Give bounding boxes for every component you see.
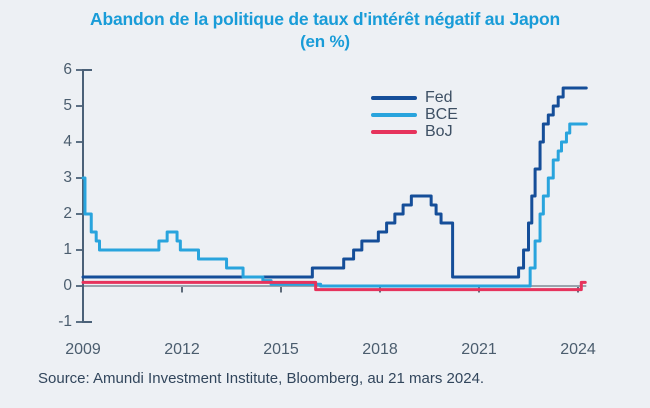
legend-label: BoJ: [425, 122, 453, 140]
y-axis-label: 2: [63, 205, 72, 222]
x-axis-label: 2024: [560, 341, 596, 358]
y-axis-label: 0: [63, 277, 72, 294]
legend-item-bce: BCE: [371, 105, 458, 123]
x-axis-label: 2021: [461, 341, 497, 358]
y-axis-label: 5: [63, 97, 72, 114]
legend-swatch-fed: [371, 95, 417, 100]
legend-label: BCE: [425, 105, 458, 123]
legend-label: Fed: [425, 88, 453, 106]
chart-title: Abandon de la politique de taux d'intérê…: [90, 9, 560, 29]
chart-legend: Fed BCE BoJ: [371, 88, 458, 140]
legend-item-boj: BoJ: [371, 122, 458, 140]
y-axis: [82, 69, 92, 323]
y-axis-label: 3: [63, 169, 72, 186]
series-line-fed: [81, 86, 588, 279]
x-axis-label: 2012: [164, 341, 200, 358]
y-axis-label: 1: [63, 241, 72, 258]
y-axis-label: 4: [63, 133, 72, 150]
legend-item-fed: Fed: [371, 88, 458, 106]
chart-subtitle: (en %): [300, 32, 350, 51]
legend-swatch-boj: [371, 129, 417, 134]
series-line-bce: [81, 122, 588, 288]
legend-swatch-bce: [371, 112, 417, 117]
y-axis-label: 6: [63, 61, 72, 78]
x-axis-label: 2018: [362, 341, 398, 358]
x-axis-label: 2009: [65, 341, 101, 358]
x-axis-label: 2015: [263, 341, 299, 358]
series-line-boj: [81, 280, 587, 292]
source-text: Source: Amundi Investment Institute, Blo…: [38, 370, 485, 387]
y-axis-label: -1: [58, 313, 72, 330]
